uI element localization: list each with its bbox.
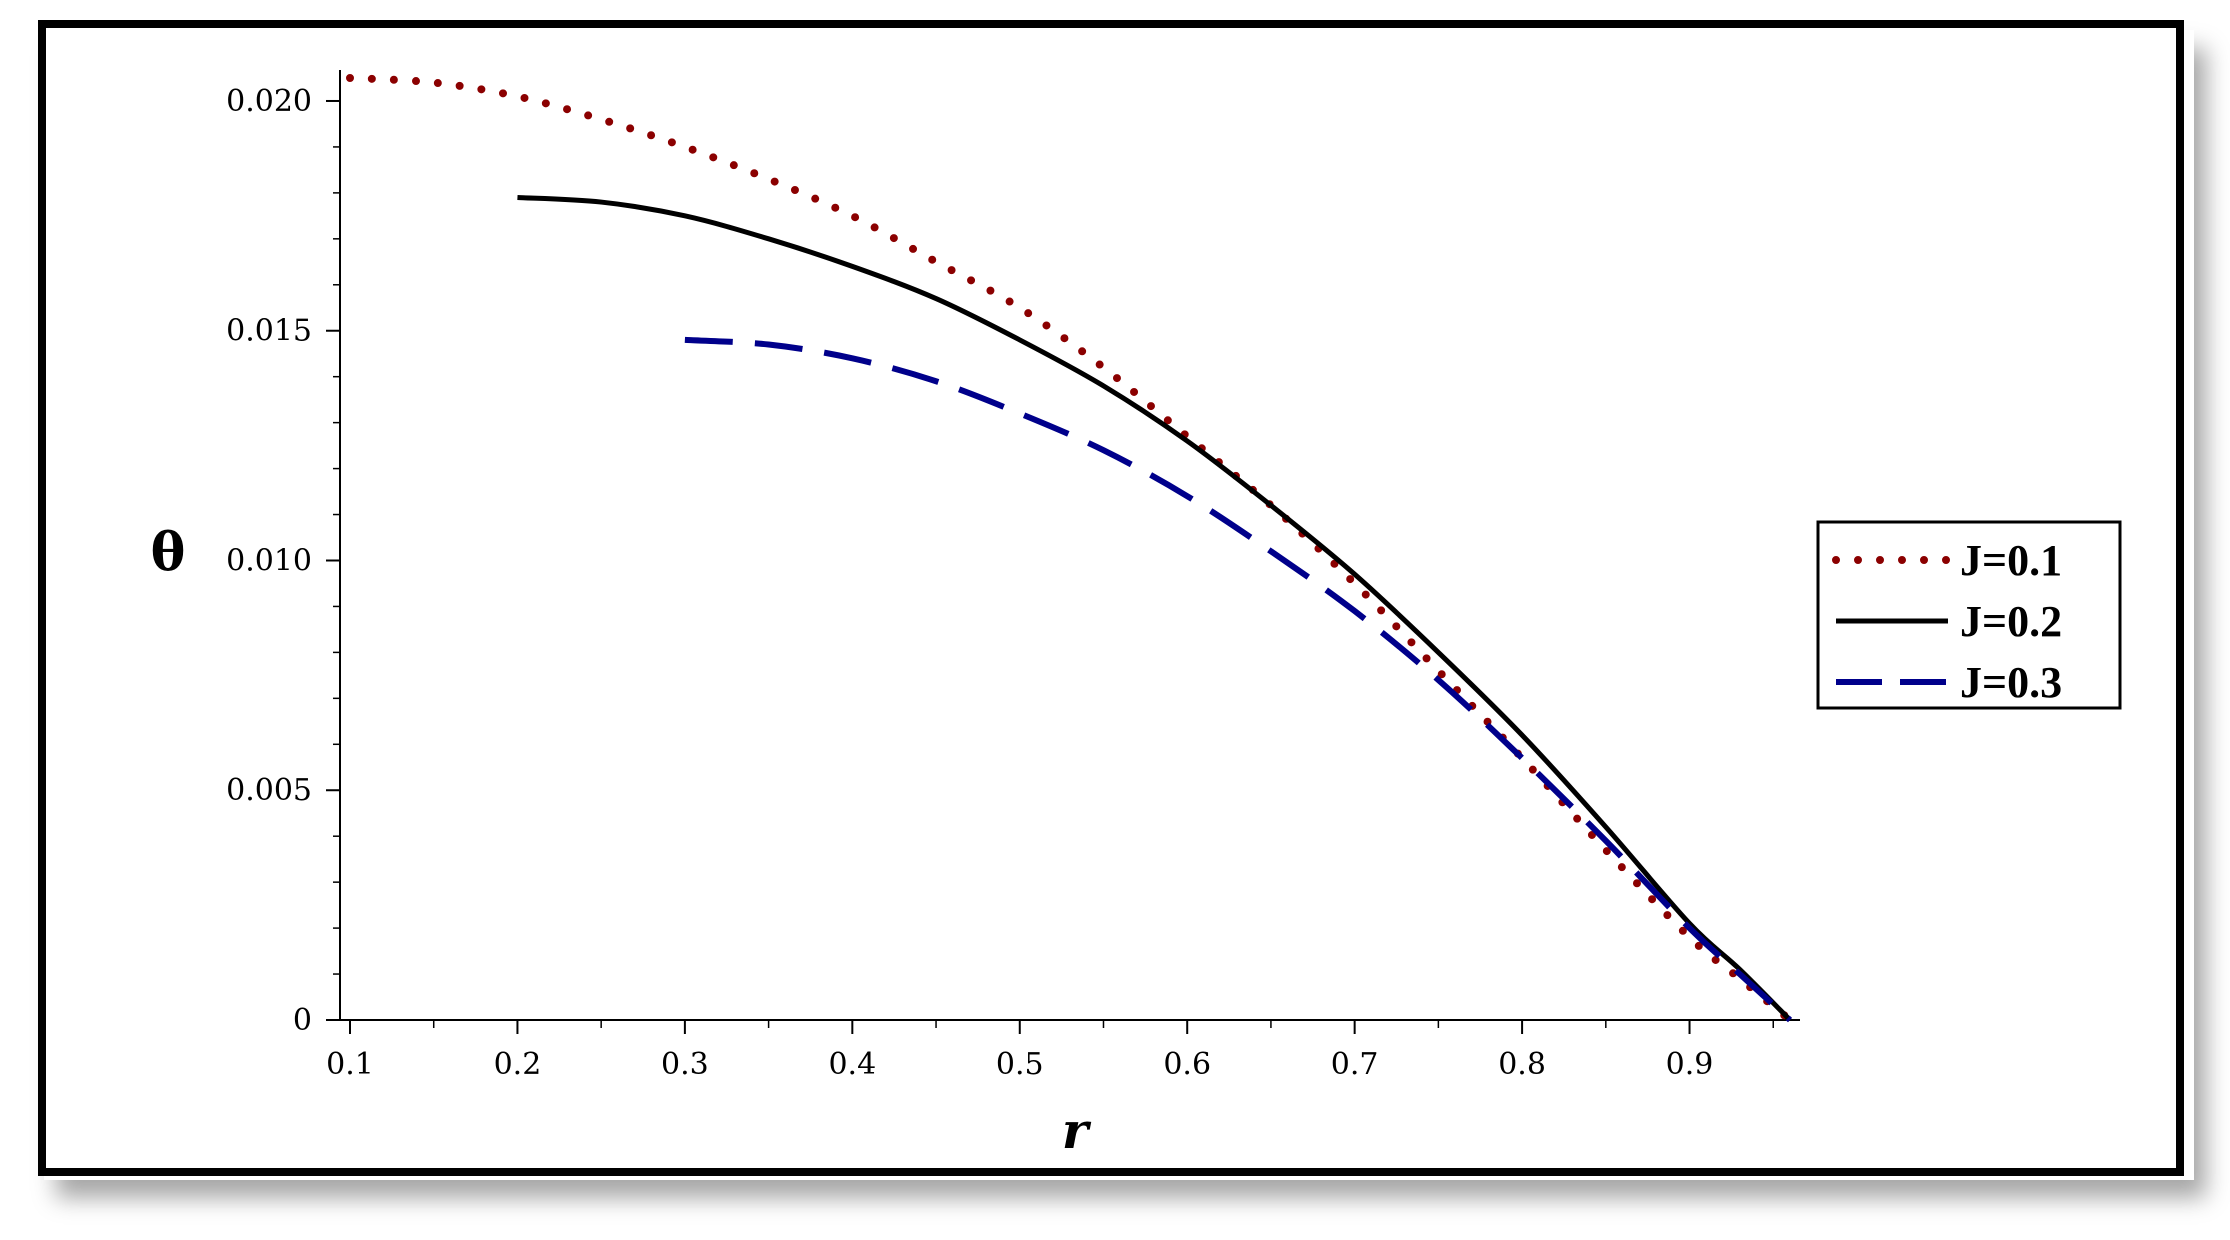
y-tick-label: 0.010 bbox=[226, 543, 312, 578]
x-tick-label: 0.2 bbox=[494, 1047, 542, 1082]
x-tick-label: 0.4 bbox=[828, 1047, 876, 1082]
x-tick-label: 0.1 bbox=[326, 1047, 374, 1082]
x-tick-label: 0.9 bbox=[1666, 1047, 1714, 1082]
legend-box bbox=[1816, 520, 2122, 710]
x-tick-label: 0.8 bbox=[1498, 1047, 1546, 1082]
y-tick-label: 0.020 bbox=[226, 84, 312, 119]
legend: J=0.1 J=0.2 J=0.3 bbox=[1816, 520, 2122, 710]
series-line-j-0-1 bbox=[346, 74, 1794, 1024]
x-tick-label: 0.6 bbox=[1163, 1047, 1211, 1082]
y-tick-label: 0.015 bbox=[226, 314, 312, 349]
legend-label: J=0.2 bbox=[1960, 597, 2062, 646]
legend-label: J=0.1 bbox=[1960, 536, 2062, 585]
x-tick-label: 0.3 bbox=[661, 1047, 709, 1082]
y-tick-label: 0.005 bbox=[226, 773, 312, 808]
series-line-j-0-2 bbox=[517, 194, 1792, 1022]
series-line-j-0-3 bbox=[684, 336, 1793, 1023]
x-tick-label: 0.7 bbox=[1331, 1047, 1379, 1082]
y-tick-label: 0 bbox=[293, 1003, 312, 1038]
x-axis-label: r bbox=[1062, 1101, 1092, 1160]
y-axis-label: θ bbox=[151, 522, 186, 583]
series-layer bbox=[346, 74, 1794, 1024]
x-tick-label: 0.5 bbox=[996, 1047, 1044, 1082]
legend-label: J=0.3 bbox=[1960, 658, 2062, 707]
axes: 0 0.005 0.010 0.015 0.020 0.1 0.2 0.3 0.4 0.5 0.6 0… bbox=[226, 70, 1800, 1082]
